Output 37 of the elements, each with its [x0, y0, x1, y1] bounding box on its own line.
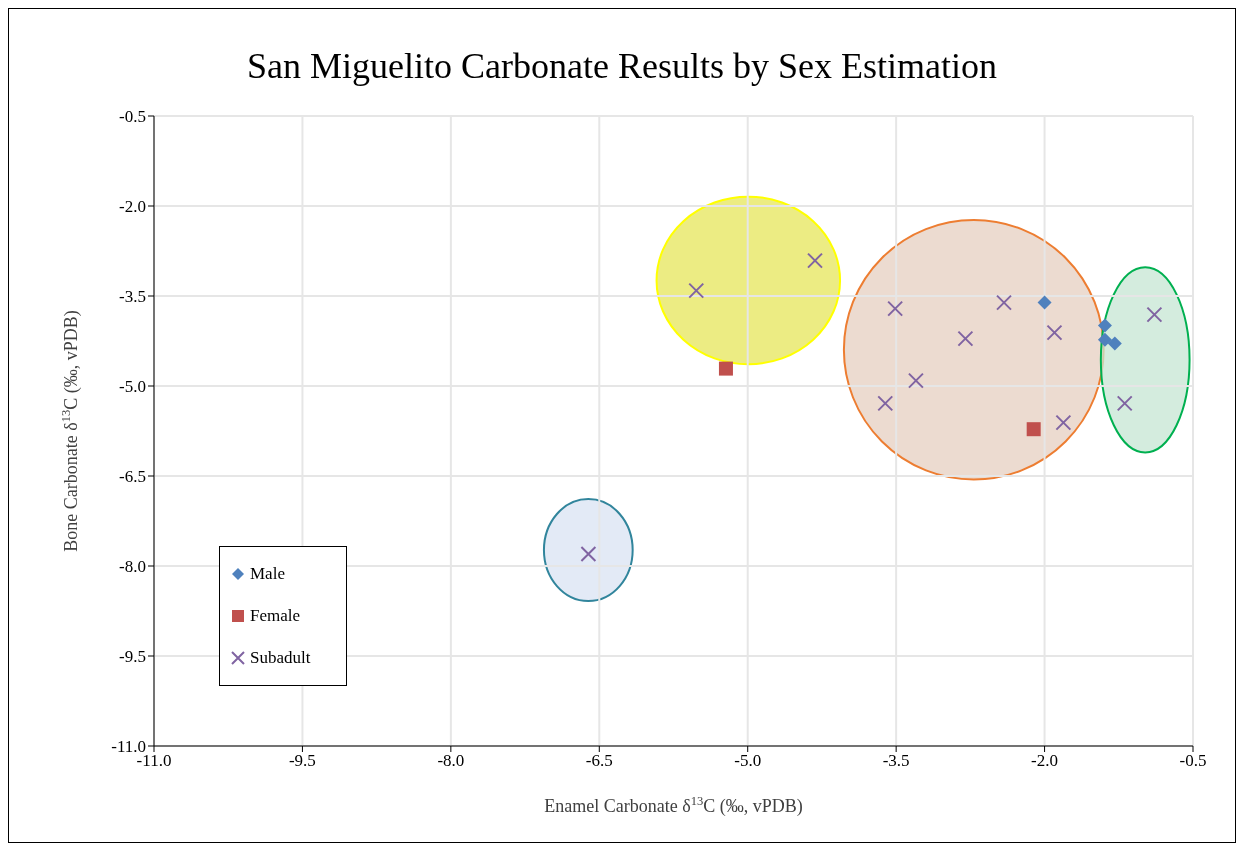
y-tick-label: -9.5	[119, 647, 146, 667]
point	[1097, 318, 1112, 333]
point	[957, 330, 974, 347]
point	[1107, 336, 1122, 351]
x-tick-label: -8.0	[437, 751, 465, 771]
x-tick-label: -9.5	[288, 751, 316, 771]
point	[887, 300, 904, 317]
x-tick-label: -5.0	[734, 751, 762, 771]
point	[688, 282, 705, 299]
legend-label: Male	[250, 564, 285, 584]
legend-label: Subadult	[250, 648, 311, 668]
point	[1116, 395, 1133, 412]
x-tick-label: -2.0	[1031, 751, 1059, 771]
legend-label: Female	[250, 606, 301, 626]
y-tick-label: -5.0	[119, 377, 146, 397]
point	[807, 252, 823, 269]
point	[1146, 306, 1163, 323]
point	[996, 294, 1012, 311]
chart-title: San Miguelito Carbonate Results by Sex Estimation	[246, 45, 998, 87]
y-tick-label: -6.5	[119, 467, 146, 487]
x-tick-label: -3.5	[882, 751, 910, 771]
y-tick-label: -8.0	[119, 557, 146, 577]
point	[877, 395, 894, 412]
point	[1026, 422, 1041, 437]
point	[1037, 295, 1052, 310]
point	[718, 361, 733, 376]
x-tick-label: -6.5	[585, 751, 613, 771]
point	[580, 546, 597, 562]
point	[1046, 324, 1063, 341]
y-tick-label: -3.5	[119, 287, 146, 307]
x-axis-title: Enamel Carbonate δ$^{13}$C (‰, vPDB)	[544, 794, 803, 817]
point	[1097, 332, 1112, 347]
x-tick-label: -0.5	[1179, 751, 1207, 771]
y-tick-label: -0.5	[119, 107, 146, 127]
point	[907, 372, 924, 389]
y-tick-label: -2.0	[119, 197, 146, 217]
point	[1055, 414, 1072, 431]
